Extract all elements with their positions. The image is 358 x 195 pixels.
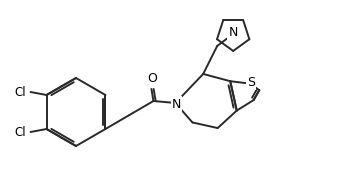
Text: S: S — [247, 76, 255, 89]
Text: N: N — [228, 27, 238, 39]
Text: Cl: Cl — [15, 126, 26, 138]
Text: N: N — [172, 98, 181, 111]
Text: O: O — [147, 72, 158, 84]
Text: Cl: Cl — [15, 85, 26, 98]
